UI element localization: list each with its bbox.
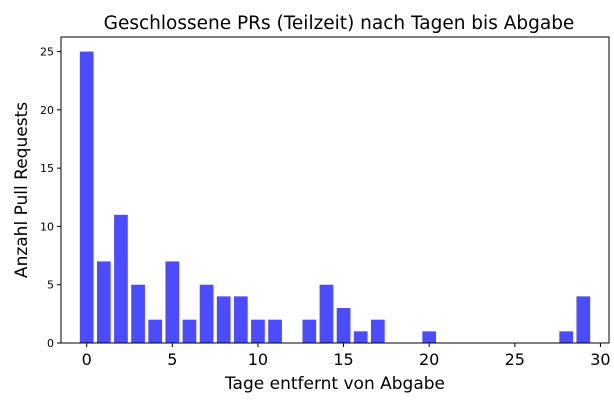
x-tick-label: 10: [248, 350, 268, 369]
bar-day-9: [233, 296, 248, 343]
x-tick-label: 20: [419, 350, 439, 369]
plot-frame: [60, 36, 610, 344]
bar-day-1: [96, 261, 111, 343]
bars-group: [79, 51, 591, 343]
bar-day-20: [422, 331, 437, 343]
bar-day-10: [251, 319, 265, 343]
y-tick-label: 0: [47, 337, 54, 350]
x-tick-label: 15: [333, 350, 353, 369]
bar-day-5: [165, 261, 180, 343]
bar-day-28: [559, 331, 574, 343]
bar-day-4: [148, 319, 163, 343]
bar-day-3: [131, 284, 145, 343]
y-axis-label: Anzahl Pull Requests: [12, 102, 32, 278]
bar-day-11: [268, 319, 282, 343]
bar-day-0: [79, 51, 94, 343]
bar-day-29: [576, 296, 591, 343]
y-axis-ticks: 0 5 10 15 20 25: [40, 46, 61, 350]
bar-day-6: [182, 319, 197, 343]
bar-day-16: [353, 331, 368, 343]
bar-day-13: [302, 319, 317, 343]
bar-day-7: [199, 284, 214, 343]
y-tick-label: 20: [40, 104, 54, 117]
y-tick-label: 15: [40, 162, 54, 175]
bar-day-8: [216, 296, 231, 343]
y-tick-label: 5: [47, 279, 54, 292]
x-tick-label: 0: [82, 350, 92, 369]
bar-day-2: [114, 214, 128, 343]
y-tick-label: 25: [40, 46, 54, 59]
x-axis-label: Tage entfernt von Abgabe: [224, 374, 445, 394]
y-tick-label: 10: [40, 220, 54, 233]
bar-day-15: [336, 308, 351, 343]
x-tick-label: 25: [505, 350, 525, 369]
bar-day-14: [319, 284, 334, 343]
chart-title: Geschlossene PRs (Teilzeit) nach Tagen b…: [104, 13, 575, 34]
x-tick-label: 5: [167, 350, 177, 369]
x-tick-label: 30: [590, 350, 610, 369]
bar-day-17: [370, 319, 385, 343]
x-axis-ticks: 0 5 10 15 20 25 30: [82, 343, 611, 369]
